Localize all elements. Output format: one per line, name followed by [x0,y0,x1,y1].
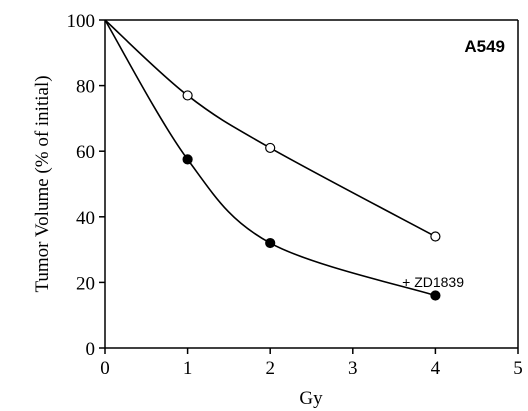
y-tick-label: 20 [76,273,95,294]
series-curve-1 [104,19,436,297]
open-data-point [182,90,193,101]
x-tick-label: 2 [265,358,275,379]
y-axis-title: Tumor Volume (% of initial) [32,75,53,292]
data-points [182,90,441,301]
axis-ticks: 0 1 2 3 4 5 0 20 40 60 80 100 [67,11,523,379]
filled-data-point [265,237,276,249]
y-tick-label: 100 [67,11,96,32]
open-data-point [430,231,441,242]
y-tick-label: 60 [76,142,95,163]
filled-data-point [182,154,193,165]
open-data-point [265,142,276,154]
y-tick-label: 40 [76,208,95,229]
x-tick-label: 5 [513,358,523,379]
x-tick-label: 0 [100,358,110,379]
x-axis-title: Gy [299,388,323,409]
x-tick-label: 1 [183,358,193,379]
y-tick-label: 80 [76,77,95,98]
y-tick-label: 0 [86,339,96,360]
x-tick-label: 4 [431,358,441,379]
filled-data-point [430,290,441,301]
series-label-zd1839: + ZD1839 [402,274,464,290]
x-tick-label: 3 [348,358,358,379]
series-curves [104,19,436,297]
series-curve-0 [104,19,436,238]
panel-label: A549 [464,37,505,56]
plot-frame [104,19,519,349]
